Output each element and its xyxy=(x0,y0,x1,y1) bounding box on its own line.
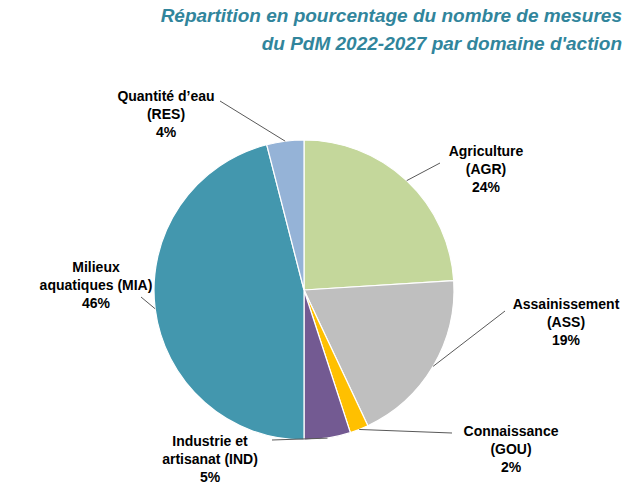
category-label: Quantité d’eau xyxy=(117,88,214,104)
category-label: Agriculture xyxy=(449,143,524,159)
leader-line xyxy=(220,101,285,141)
category-label: (RES) xyxy=(147,106,185,122)
category-label: (GOU) xyxy=(490,441,531,457)
data-label: 4% xyxy=(156,124,177,140)
category-label: (ASS) xyxy=(547,314,585,330)
leader-line xyxy=(407,163,440,181)
category-label: Assainissement xyxy=(513,296,620,312)
category-label: aquatiques (MIA) xyxy=(40,277,153,293)
chart-container: Répartition en pourcentage du nombre de … xyxy=(0,0,630,485)
data-label: 5% xyxy=(200,469,221,485)
data-label: 24% xyxy=(472,179,501,195)
data-label: 46% xyxy=(82,295,111,311)
data-label: 19% xyxy=(552,332,581,348)
leader-line xyxy=(141,297,155,309)
leader-line xyxy=(272,438,327,440)
category-label: (AGR) xyxy=(466,161,506,177)
title: du PdM 2022-2027 par domaine d'action xyxy=(262,33,622,54)
category-label: artisanat (IND) xyxy=(162,451,258,467)
slices xyxy=(154,140,454,440)
pie-slice xyxy=(304,290,350,440)
leader-line xyxy=(359,429,452,433)
category-label: Milieux xyxy=(72,259,120,275)
leader-line xyxy=(433,311,505,366)
pie-slice xyxy=(267,140,304,290)
labels: Agriculture (AGR) 24% Assainissement (ASS) 19… xyxy=(40,88,620,485)
chart-svg: Répartition en pourcentage du nombre de … xyxy=(0,0,630,485)
category-label: Industrie et xyxy=(172,433,248,449)
pie-slice xyxy=(304,140,454,290)
category-label: Connaissance xyxy=(464,423,559,439)
data-label: 2% xyxy=(501,459,522,475)
title: Répartition en pourcentage du nombre de … xyxy=(161,5,622,26)
